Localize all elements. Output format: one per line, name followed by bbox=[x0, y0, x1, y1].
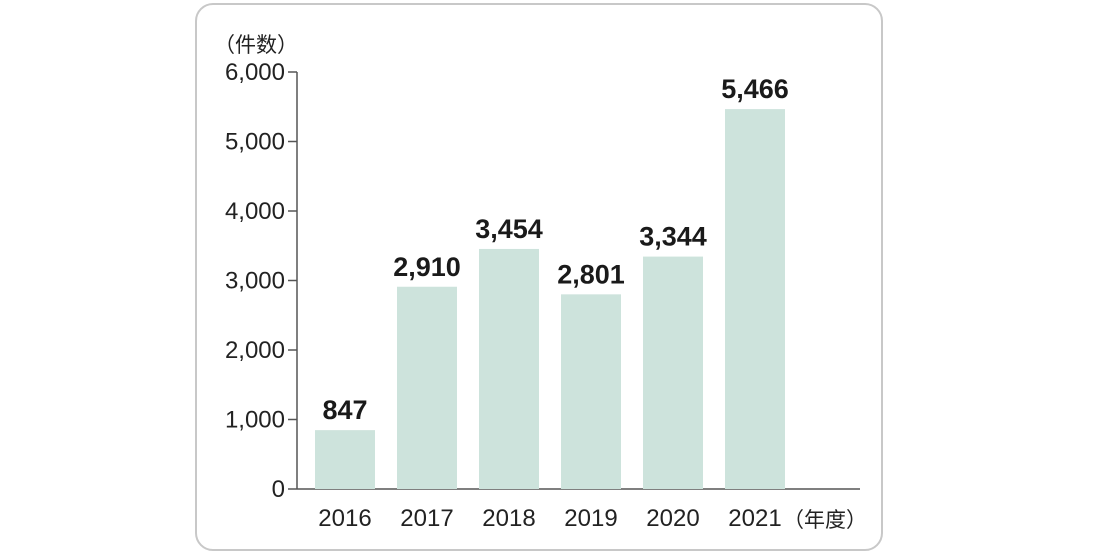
x-tick-label-2016: 2016 bbox=[318, 505, 371, 532]
x-tick-label-2020: 2020 bbox=[646, 505, 699, 532]
y-tick-label: 1,000 bbox=[225, 407, 285, 434]
value-label-2020: 3,344 bbox=[639, 222, 707, 252]
y-tick-label: 0 bbox=[272, 476, 285, 503]
bar-2017 bbox=[397, 286, 457, 489]
value-label-2018: 3,454 bbox=[475, 214, 543, 244]
bar-2018 bbox=[479, 248, 539, 489]
x-tick-label-2018: 2018 bbox=[482, 505, 535, 532]
value-label-2017: 2,910 bbox=[393, 252, 461, 282]
y-tick-label: 5,000 bbox=[225, 129, 285, 156]
bars bbox=[315, 109, 785, 489]
x-axis-unit-label: （年度） bbox=[783, 509, 867, 532]
x-tick-label-2021: 2021 bbox=[728, 505, 781, 532]
y-tick-label: 2,000 bbox=[225, 337, 285, 364]
bar-2021 bbox=[725, 109, 785, 489]
bar-2020 bbox=[643, 256, 703, 489]
y-tick-label: 3,000 bbox=[225, 268, 285, 295]
bar-2016 bbox=[315, 430, 375, 489]
y-axis-unit-label: （件数） bbox=[214, 34, 298, 57]
x-tick-label-2019: 2019 bbox=[564, 505, 617, 532]
y-tick-label: 4,000 bbox=[225, 198, 285, 225]
value-label-2019: 2,801 bbox=[557, 259, 625, 289]
value-label-2021: 5,466 bbox=[721, 74, 789, 104]
labels: 0 1,000 2,000 3,000 4,000 5,000 6,000 847 2016 2,… bbox=[225, 59, 789, 532]
bar-2019 bbox=[561, 294, 621, 489]
y-tick-label: 6,000 bbox=[225, 59, 285, 86]
x-tick-label-2017: 2017 bbox=[400, 505, 453, 532]
value-label-2016: 847 bbox=[322, 395, 367, 425]
